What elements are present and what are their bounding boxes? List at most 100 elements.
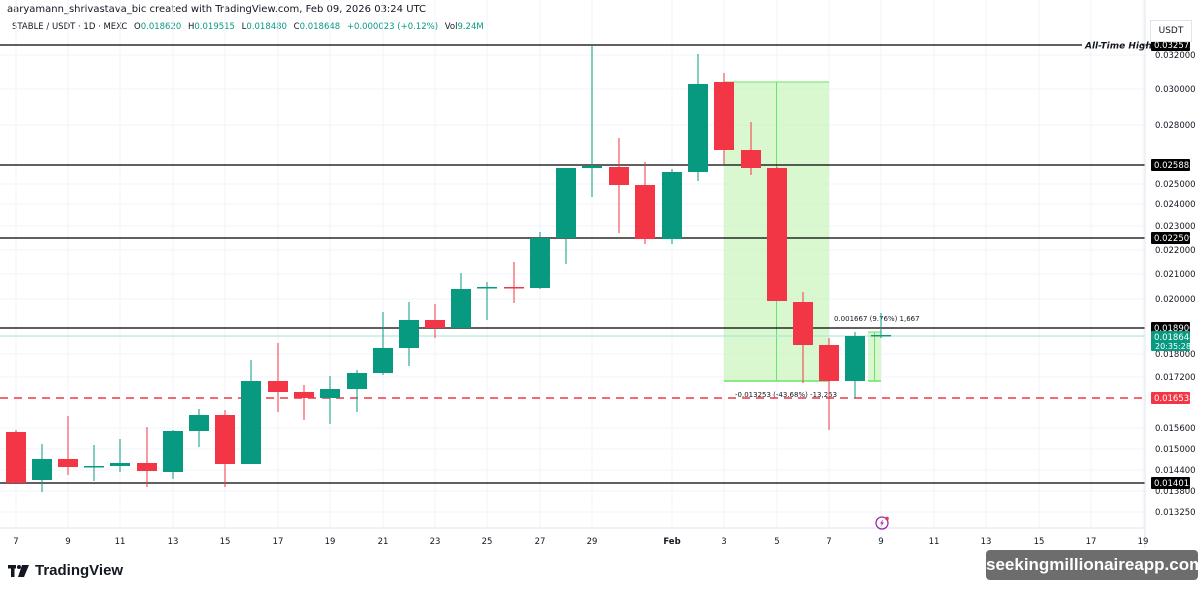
price-tick: 0.021000	[1155, 270, 1196, 280]
price-tick: 0.022000	[1155, 246, 1196, 256]
candle-feb-2	[688, 54, 708, 181]
candle-jan-25	[477, 282, 497, 320]
level-price-label: 0.025885	[1154, 161, 1195, 171]
time-tick: 15	[1034, 537, 1045, 547]
candle-jan-15	[215, 410, 235, 487]
price-tick: 0.032000	[1155, 51, 1196, 61]
tradingview-logo[interactable]: TradingView	[8, 562, 123, 579]
time-tick: 17	[1086, 537, 1097, 547]
level-price-label: 0.032575	[1154, 41, 1195, 51]
level-price-label: 0.018900	[1154, 324, 1195, 334]
time-tick: 11	[115, 537, 126, 547]
time-tick: 21	[378, 537, 389, 547]
candle-jan-14	[189, 409, 209, 447]
time-tick: 23	[430, 537, 441, 547]
ath-annotation: All-Time High	[1084, 42, 1152, 52]
time-tick: 9	[878, 537, 883, 547]
symbol-legend: STABLE / USDT · 1D · MEXC O0.018620 H0.0…	[12, 22, 484, 32]
currency-unit-button[interactable]: USDT	[1150, 20, 1192, 42]
candle-feb-1	[662, 169, 682, 244]
candle-jan-7	[6, 430, 26, 483]
time-tick: 29	[587, 537, 598, 547]
candle-jan-16	[241, 360, 261, 464]
watermark: seekingmillionaireapp.com	[986, 550, 1200, 580]
candle-jan-13	[163, 430, 183, 479]
candle-feb-3	[714, 73, 734, 164]
time-tick: 7	[13, 537, 18, 547]
tradingview-brand: TradingView	[35, 562, 124, 579]
candle-jan-10	[84, 445, 104, 481]
time-tick: 13	[981, 537, 992, 547]
candle-jan-26	[504, 262, 524, 303]
grid-lines	[0, 0, 1145, 528]
time-tick: 19	[1138, 537, 1149, 547]
candle-jan-20	[347, 370, 367, 412]
time-tick: Feb	[663, 537, 680, 547]
candle-jan-31	[635, 162, 655, 244]
price-tick: 0.015000	[1155, 445, 1196, 455]
volume-label: Vol	[444, 22, 458, 32]
candle-jan-11	[110, 439, 130, 472]
candle-jan-9	[58, 416, 78, 475]
time-tick: 7	[826, 537, 831, 547]
price-axis[interactable]: 0.032000 0.030000 0.028000 0.025000 0.024000…	[1151, 39, 1196, 518]
low-value: 0.018480	[246, 22, 287, 32]
time-tick: 17	[273, 537, 284, 547]
time-tick: 3	[721, 537, 726, 547]
price-tick: 0.018000	[1155, 350, 1196, 360]
price-tick: 0.020000	[1155, 295, 1196, 305]
high-value: 0.019515	[194, 22, 235, 32]
price-tick: 0.024000	[1155, 200, 1196, 210]
time-tick: 5	[774, 537, 779, 547]
candle-jan-28	[556, 168, 576, 264]
time-tick: 11	[929, 537, 940, 547]
candle-feb-5	[767, 167, 787, 301]
time-tick: 25	[482, 537, 493, 547]
price-tick: 0.025000	[1155, 180, 1196, 190]
lightning-event-icon[interactable]	[875, 516, 889, 530]
price-tick: 0.015600	[1155, 424, 1196, 434]
price-tick: 0.014400	[1155, 466, 1196, 476]
current-price-label: 0.018648	[1154, 333, 1195, 343]
open-value: 0.018620	[140, 22, 182, 32]
candle-jan-12	[137, 427, 157, 487]
candle-jan-17	[268, 343, 288, 412]
close-value: 0.018648	[299, 22, 341, 32]
change-value: +0.000023 (+0.12%)	[346, 22, 439, 32]
candle-jan-19	[320, 376, 340, 424]
candle-jan-23	[425, 304, 445, 338]
price-tick: 0.028000	[1155, 121, 1196, 131]
tradingview-logo-icon	[8, 564, 29, 577]
close-label: C	[293, 22, 300, 32]
candle-feb-6	[793, 292, 813, 383]
measure-tool-1[interactable]: 0.001667 (9.76%) 1,667	[834, 315, 920, 382]
level-price-label: 0.016538	[1154, 394, 1195, 404]
high-label: H	[187, 22, 195, 32]
time-tick: 9	[65, 537, 70, 547]
candle-jan-8	[32, 444, 52, 492]
time-tick: 15	[220, 537, 231, 547]
level-price-label: 0.014015	[1154, 479, 1195, 489]
time-axis[interactable]: 7 9 11 13 15 17 19 21 23 25 27 29 Feb 3 5 7 9 11 13 15 17 19	[13, 537, 1148, 547]
candle-feb-7	[819, 338, 839, 430]
candle-jan-21	[373, 312, 393, 375]
candle-jan-27	[530, 232, 550, 289]
candle-jan-22	[399, 302, 419, 366]
candle-feb-4	[741, 122, 761, 175]
volume-value: 9.24M	[457, 22, 484, 32]
price-tick: 0.023000	[1155, 222, 1196, 232]
price-tick: 0.017200	[1155, 373, 1196, 383]
measure-label: -0.013253 (-43.68%) -13,253	[735, 391, 837, 399]
time-tick: 13	[168, 537, 179, 547]
low-label: L	[241, 22, 247, 32]
candle-jan-24	[451, 273, 471, 328]
open-label: O	[134, 22, 141, 32]
bar-countdown: 20:35:28	[1155, 342, 1191, 351]
symbol-name[interactable]: STABLE / USDT · 1D · MEXC	[12, 22, 128, 32]
time-tick: 19	[325, 537, 336, 547]
time-tick: 27	[535, 537, 546, 547]
candle-jan-29	[582, 45, 602, 197]
candles	[6, 45, 891, 492]
price-tick: 0.013800	[1155, 487, 1196, 497]
